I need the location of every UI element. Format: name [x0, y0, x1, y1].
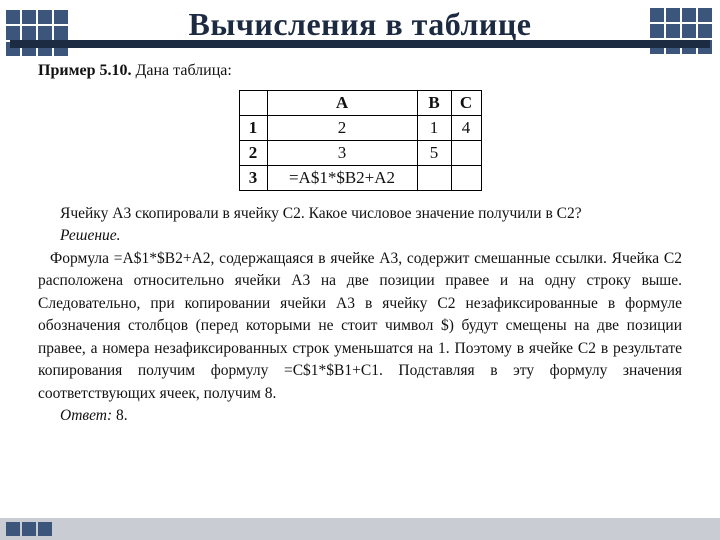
body-text: Ячейку А3 скопировали в ячейку С2. Какое… — [38, 203, 682, 428]
cell-B2: 5 — [417, 141, 451, 166]
slide-title: Вычисления в таблице — [0, 6, 720, 43]
table-row: 2 3 5 — [239, 141, 481, 166]
row1-hdr: 1 — [239, 116, 267, 141]
solution-body: Формула =A$1*$B2+A2, содержащаяся в ячей… — [38, 248, 682, 405]
content-area: Пример 5.10. Дана таблица: A B C 1 2 1 4… — [38, 62, 682, 428]
row2-hdr: 2 — [239, 141, 267, 166]
spreadsheet-table: A B C 1 2 1 4 2 3 5 3 =A$1*$B2+A2 — [239, 90, 482, 191]
example-label: Пример 5.10. — [38, 62, 131, 79]
cell-B3 — [417, 166, 451, 191]
question-text: Ячейку А3 скопировали в ячейку С2. Какое… — [38, 203, 682, 225]
header-blank — [239, 91, 267, 116]
cell-C3 — [451, 166, 481, 191]
solution-label: Решение. — [38, 225, 682, 247]
example-lead: Пример 5.10. Дана таблица: — [38, 62, 682, 80]
header-B: B — [417, 91, 451, 116]
answer-label: Ответ: — [60, 407, 112, 424]
table-row: 3 =A$1*$B2+A2 — [239, 166, 481, 191]
cell-A1: 2 — [267, 116, 417, 141]
example-text: Дана таблица: — [131, 62, 231, 79]
footer-band — [0, 518, 720, 540]
header-C: C — [451, 91, 481, 116]
answer-value: 8. — [112, 407, 128, 424]
cell-C1: 4 — [451, 116, 481, 141]
table-row: 1 2 1 4 — [239, 116, 481, 141]
cell-A3: =A$1*$B2+A2 — [267, 166, 417, 191]
table-header-row: A B C — [239, 91, 481, 116]
header-A: A — [267, 91, 417, 116]
decor-grid-bottom-left — [6, 522, 52, 536]
cell-A2: 3 — [267, 141, 417, 166]
row3-hdr: 3 — [239, 166, 267, 191]
cell-C2 — [451, 141, 481, 166]
answer-line: Ответ: 8. — [38, 405, 682, 427]
cell-B1: 1 — [417, 116, 451, 141]
